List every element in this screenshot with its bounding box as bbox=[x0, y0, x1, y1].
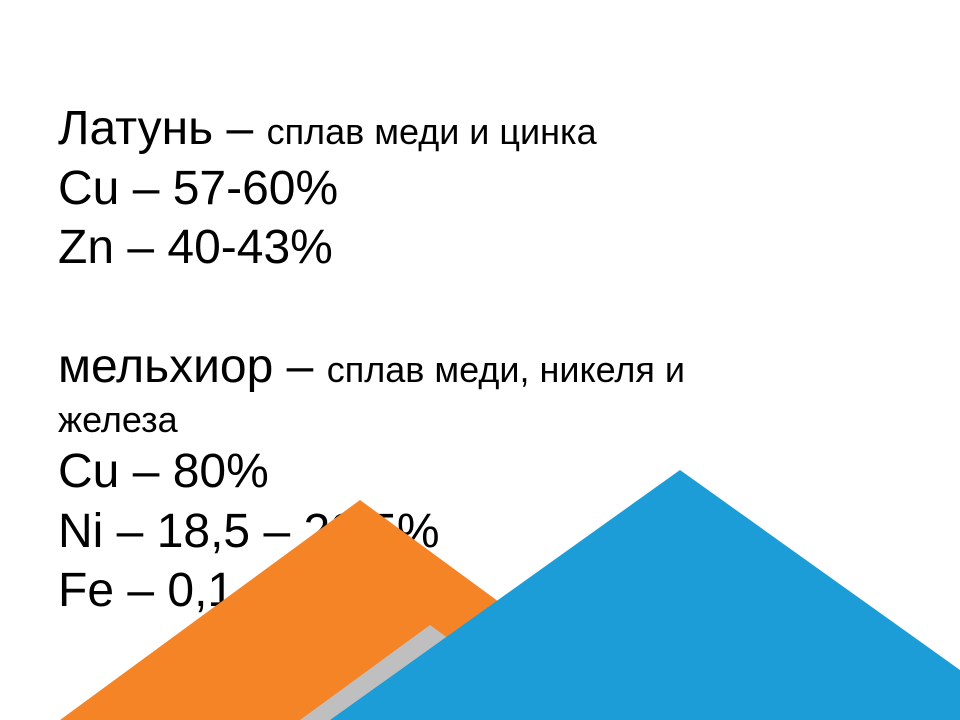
alloy2-desc-line1: сплав меди, никеля и bbox=[327, 349, 685, 390]
alloy2-title-row1: мельхиор – сплав меди, никеля и bbox=[58, 338, 898, 396]
alloy1-name: Латунь bbox=[58, 102, 213, 155]
alloy1-comp-cu: Cu – 57-60% bbox=[58, 160, 898, 218]
alloy2-desc-line2: железа bbox=[58, 398, 898, 441]
alloy1-title-row: Латунь – сплав меди и цинка bbox=[58, 100, 898, 158]
alloy2-comp-ni: Ni – 18,5 – 20,5% bbox=[58, 503, 898, 561]
alloy2-name: мельхиор bbox=[58, 340, 273, 393]
alloy1-sep: – bbox=[213, 102, 266, 155]
alloy1-desc: сплав меди и цинка bbox=[267, 111, 597, 152]
alloy1-comp-zn: Zn – 40-43% bbox=[58, 219, 898, 277]
triangle-grey bbox=[300, 625, 560, 720]
blank-spacer bbox=[58, 279, 898, 337]
alloy2-comp-cu: Cu – 80% bbox=[58, 443, 898, 501]
slide-text-block: Латунь – сплав меди и цинка Cu – 57-60% … bbox=[58, 100, 898, 622]
alloy2-sep: – bbox=[273, 340, 326, 393]
alloy2-comp-fe: Fe – 0,1–1% bbox=[58, 562, 898, 620]
